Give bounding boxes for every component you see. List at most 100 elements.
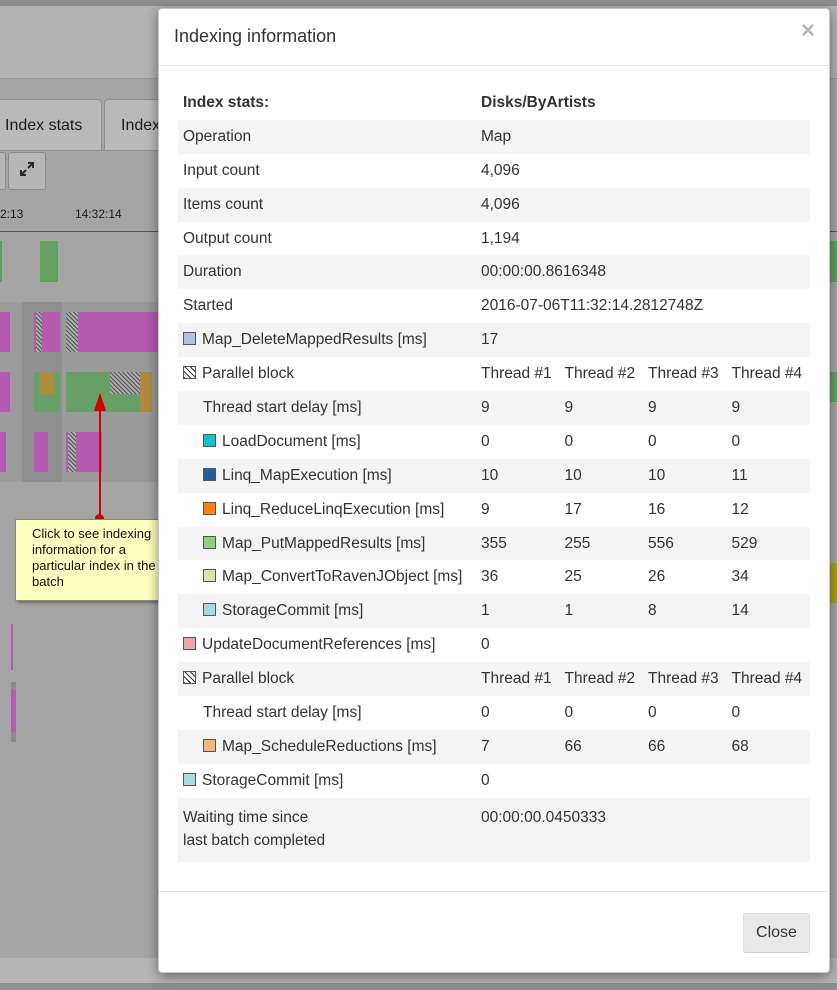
color-swatch-icon [203, 467, 216, 481]
timeline-segment [68, 432, 76, 472]
timeline-bar [829, 241, 837, 282]
row-label-text: Waiting time since [183, 808, 309, 826]
timeline-bar[interactable] [40, 241, 58, 282]
modal-title: Indexing information [174, 26, 337, 46]
row-label: Map_ScheduleReductions [ms] [178, 729, 476, 764]
row-value: Map [476, 119, 811, 154]
timeline-segment [0, 432, 6, 472]
thread-value: 9 [481, 500, 490, 518]
tab-index[interactable]: Index [104, 99, 162, 151]
thread-header: Thread #1 [476, 662, 560, 697]
row-label: Map_DeleteMappedResults [ms] [178, 323, 476, 358]
row-label: Map_ConvertToRavenJObject [ms] [178, 560, 476, 594]
index-name: Disks/ByArtists [481, 93, 596, 111]
thread-header: Thread #3 [648, 365, 719, 383]
color-swatch-icon [203, 603, 216, 617]
row-value: 0 [481, 771, 490, 789]
callout-arrow-head-icon [94, 393, 106, 411]
row-value: 00:00:00.0450333 [476, 797, 811, 862]
parallel-block-header: Parallel block Thread #1 Thread #2 Threa… [178, 662, 811, 697]
row-label: Linq_MapExecution [ms] [178, 458, 476, 493]
timeline-segment [11, 624, 13, 670]
thread-value: 1 [559, 594, 643, 629]
thread-value: 14 [726, 594, 811, 629]
close-icon[interactable]: × [800, 17, 815, 44]
thread-value: 16 [648, 500, 666, 518]
row-label: Started [183, 297, 233, 315]
row-value: 00:00:00.8616348 [476, 255, 811, 290]
thread-header: Thread #2 [564, 365, 636, 383]
row-value: 17 [476, 323, 811, 358]
thread-header: Thread #4 [731, 365, 803, 383]
thread-value: 0 [731, 703, 741, 721]
row-label-text: Parallel block [202, 365, 295, 383]
modal-footer: Close [159, 891, 829, 974]
table-row: Map_DeleteMappedResults [ms] 17 [178, 323, 811, 358]
color-swatch-icon [203, 738, 216, 752]
hatch-swatch-icon [183, 366, 196, 380]
callout-arrow-dot [95, 514, 104, 523]
row-label-text: StorageCommit [ms] [222, 602, 364, 620]
expand-button[interactable] [8, 152, 46, 190]
thread-value: 355 [476, 526, 560, 561]
timeline-segment [0, 312, 10, 352]
thread-value: 0 [481, 703, 490, 721]
table-header-row: Index stats: Disks/ByArtists [178, 86, 810, 120]
table-row: Linq_MapExecution [ms] 10 10 10 11 [178, 458, 811, 493]
timeline-segment [34, 432, 48, 472]
thread-value: 0 [648, 703, 657, 721]
table-row: Waiting time since last batch completed 0… [178, 797, 811, 862]
color-swatch-icon [183, 772, 196, 786]
table-row: Output count 1,194 [178, 222, 810, 256]
thread-value: 36 [481, 568, 499, 586]
row-label: Output count [183, 229, 272, 247]
row-label: Parallel block [178, 357, 476, 391]
row-label: LoadDocument [ms] [178, 425, 476, 459]
thread-value: 26 [648, 568, 666, 586]
table-row: Map_ScheduleReductions [ms] 7 66 66 68 [178, 729, 811, 764]
tab-index-stats[interactable]: Index stats [0, 99, 102, 151]
timeline-label: 2:13 [0, 207, 24, 221]
row-label: Map_PutMappedResults [ms] [178, 526, 476, 561]
table-row: Map_PutMappedResults [ms] 355 255 556 52… [178, 526, 811, 561]
timeline-segment [11, 690, 16, 732]
hatch-swatch-icon [183, 671, 196, 685]
thread-value: 10 [476, 458, 560, 493]
thread-value: 0 [564, 432, 574, 450]
table-row: Input count 4,096 [178, 154, 810, 188]
parallel-block-header: Parallel block Thread #1 Thread #2 Threa… [178, 357, 810, 391]
thread-value: 34 [731, 568, 749, 586]
row-label: Operation [178, 119, 476, 154]
timeline-label: 14:32:14 [75, 207, 122, 221]
row-label: Thread start delay [ms] [178, 391, 476, 425]
table-row: LoadDocument [ms] 0 0 0 0 [178, 425, 810, 459]
thread-value: 12 [731, 500, 749, 518]
background-bottom-strip [0, 983, 837, 990]
row-label-text: Parallel block [202, 670, 295, 688]
expand-icon [19, 161, 35, 182]
thread-value: 0 [731, 432, 741, 450]
thread-value: 529 [726, 526, 811, 561]
index-stats-table: Index stats: Disks/ByArtists Operation M… [178, 86, 811, 862]
row-value: 1,194 [481, 229, 520, 247]
thread-value: 8 [643, 594, 727, 629]
thread-value: 7 [476, 729, 560, 764]
table-row: Thread start delay [ms] 9 9 9 9 [178, 391, 811, 425]
toolbar-button-partial[interactable] [0, 152, 6, 190]
row-value: 4,096 [476, 187, 811, 222]
row-label-text: Map_PutMappedResults [ms] [222, 534, 426, 552]
row-label: Input count [183, 161, 260, 179]
row-label: Linq_ReduceLinqExecution [ms] [178, 493, 476, 527]
thread-value: 1 [476, 594, 560, 629]
row-label-text: StorageCommit [ms] [202, 771, 344, 789]
row-label-text: Linq_ReduceLinqExecution [ms] [222, 500, 445, 518]
close-button[interactable]: Close [743, 913, 810, 953]
color-swatch-icon [203, 433, 216, 447]
thread-header: Thread #4 [726, 662, 811, 697]
background-top-strip [0, 0, 837, 6]
row-label-text: LoadDocument [ms] [222, 432, 361, 450]
modal-header: Indexing information × [159, 9, 829, 66]
tab-underline [0, 150, 160, 151]
thread-value: 556 [643, 526, 727, 561]
timeline-segment [0, 372, 10, 412]
